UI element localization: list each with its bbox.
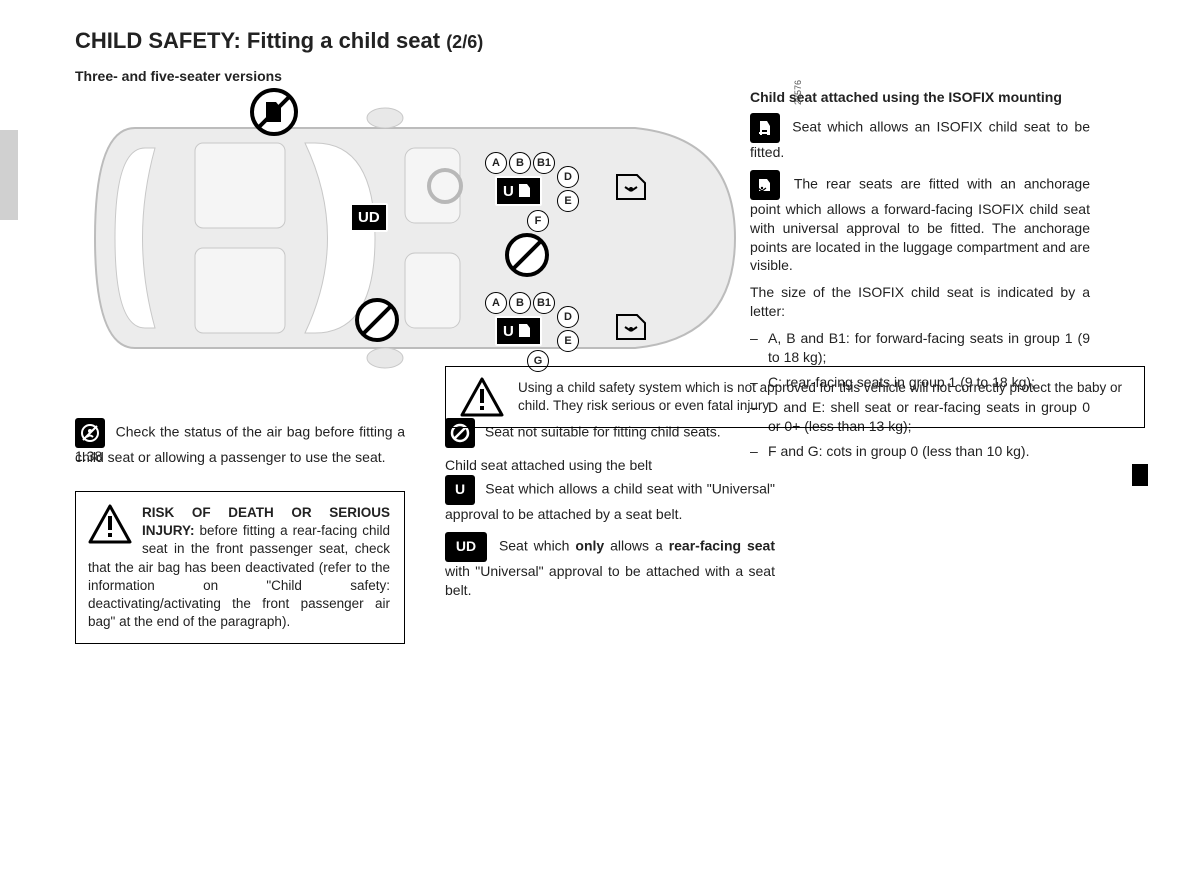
size-item: A, B and B1: for forward-facing seats in… (750, 329, 1090, 367)
diagram-u-label-2: U (495, 316, 542, 346)
isofix-seat-para: Seat which allows an ISOFIX child seat t… (750, 113, 1090, 162)
isofix-seat-text: Seat which allows an ISOFIX child seat t… (750, 119, 1090, 160)
title-main: CHILD SAFETY: Fitting a child seat (75, 28, 440, 53)
ud-icon: UD (445, 532, 487, 562)
manual-page: CHILD SAFETY: Fitting a child seat (2/6)… (0, 0, 1200, 486)
ud-para: UD Seat which only allows a rear-facing … (445, 532, 775, 600)
ud-text-c: with "Universal" approval to be attached… (445, 563, 775, 598)
belt-heading: Child seat attached using the belt (445, 456, 775, 475)
anchor-glyph-1 (615, 173, 649, 206)
car-outline-svg (75, 88, 755, 388)
warning-triangle-icon (88, 504, 132, 544)
airbag-check-para: Check the status of the air bag before f… (75, 418, 405, 467)
u-text: Seat which allows a child seat with "Uni… (445, 481, 775, 522)
u-para: U Seat which allows a child seat with "U… (445, 475, 775, 524)
page-number: 1.38 (75, 448, 102, 464)
circle-a-1: A (485, 152, 507, 174)
ud-text-a: Seat which (499, 537, 575, 553)
circle-e-2: E (557, 330, 579, 352)
no-childseat-icon (250, 88, 298, 136)
circle-b1-1: B1 (533, 152, 555, 174)
anchor-text: The rear seats are fitted with an anchor… (750, 175, 1090, 273)
page-title: CHILD SAFETY: Fitting a child seat (2/6) (75, 28, 1145, 54)
airbag-check-icon (75, 418, 105, 448)
u-icon: U (445, 475, 475, 505)
circle-f: F (527, 210, 549, 232)
risk-body: before fitting a rear-facing child seat … (88, 523, 390, 629)
risk-warning-box: RISK OF DEATH OR SERIOUS INJURY: before … (75, 491, 405, 645)
circle-b-2: B (509, 292, 531, 314)
ud-text-b: allows a (604, 537, 669, 553)
airbag-check-text: Check the status of the air bag before f… (75, 424, 405, 465)
circle-b-1: B (509, 152, 531, 174)
anchor-para: The rear seats are fitted with an anchor… (750, 170, 1090, 276)
no-symbol-driver (355, 298, 403, 346)
circle-d-2: D (557, 306, 579, 328)
col1-lower: Check the status of the air bag before f… (75, 418, 405, 644)
circle-e-1: E (557, 190, 579, 212)
anchor-glyph-2 (615, 313, 649, 346)
bottom-warning-box: Using a child safety system which is not… (445, 366, 1145, 428)
size-intro: The size of the ISOFIX child seat is ind… (750, 283, 1090, 321)
ud-only: only (575, 537, 604, 553)
diagram-code: 28576 (793, 80, 803, 105)
circle-d-1: D (557, 166, 579, 188)
diagram-ud-label: UD (350, 203, 388, 232)
diagram-u-label-1: U (495, 176, 542, 206)
corner-mark (1132, 464, 1148, 486)
ud-rear: rear-facing seat (669, 537, 775, 553)
bottom-warning-text: Using a child safety system which is not… (518, 379, 1130, 415)
no-symbol-center (505, 233, 553, 281)
warning-triangle-icon (460, 377, 504, 417)
title-pager: (2/6) (446, 32, 483, 52)
size-item: F and G: cots in group 0 (less than 10 k… (750, 442, 1090, 461)
circle-a-2: A (485, 292, 507, 314)
circle-b1-2: B1 (533, 292, 555, 314)
col2-lower: Seat not suitable for fitting child seat… (445, 418, 775, 608)
